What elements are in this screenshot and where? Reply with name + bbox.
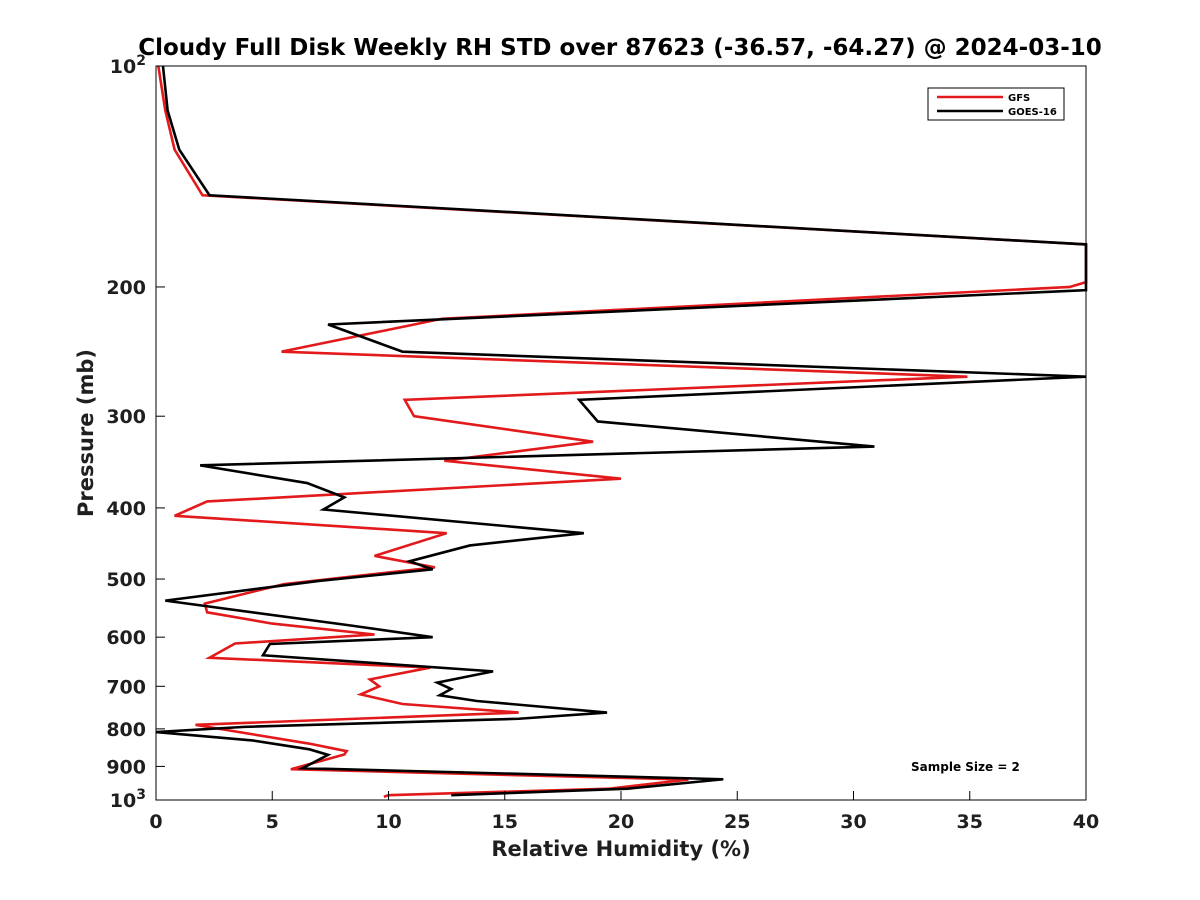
y-tick-label: 500 — [106, 569, 146, 591]
x-tick-label: 15 — [492, 811, 518, 833]
legend-label-gfs: GFS — [1008, 93, 1030, 104]
legend-box — [927, 87, 1065, 121]
axes-layer: 0 5 10 15 20 25 30 35 40 102 200 300 400 500 600 700 800… — [106, 53, 1099, 833]
y-tick-label: 300 — [106, 406, 146, 428]
x-axis-label: Relative Humidity (%) — [491, 837, 750, 861]
x-tick-label: 10 — [375, 811, 401, 833]
x-tick-label: 25 — [724, 811, 750, 833]
legend-label-goes16: GOES-16 — [1008, 107, 1057, 118]
chart-title: Cloudy Full Disk Weekly RH STD over 8762… — [138, 35, 1102, 61]
y-tick-label: 600 — [106, 627, 146, 649]
legend: GFS GOES-16 — [927, 87, 1065, 121]
series-layer — [155, 65, 1088, 799]
y-tick-label: 102 — [110, 53, 146, 78]
x-tick-label: 20 — [608, 811, 634, 833]
sample-size-annotation: Sample Size = 2 — [911, 760, 1020, 774]
y-tick-label: 103 — [110, 787, 146, 812]
x-tick-label: 35 — [957, 811, 983, 833]
x-tick-label: 30 — [840, 811, 866, 833]
series-line-goes16 — [155, 65, 1088, 797]
y-tick-label: 900 — [106, 756, 146, 778]
x-tick-label: 0 — [149, 811, 162, 833]
y-axis-label: Pressure (mb) — [74, 349, 98, 517]
plot-area-frame — [155, 65, 1087, 801]
y-tick-label: 400 — [106, 498, 146, 520]
y-tick-label: 200 — [106, 277, 146, 299]
y-tick-label: 700 — [106, 676, 146, 698]
x-tick-label: 40 — [1073, 811, 1099, 833]
series-line-gfs — [157, 65, 1088, 799]
y-tick-label: 800 — [106, 719, 146, 741]
x-tick-label: 5 — [266, 811, 279, 833]
